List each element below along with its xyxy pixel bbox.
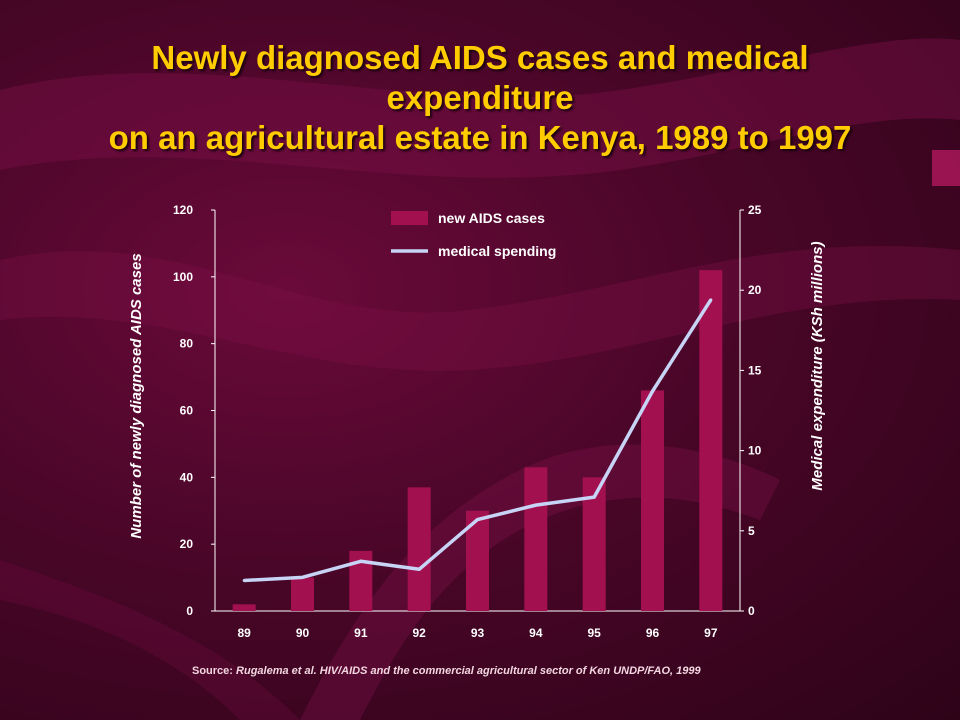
line-point bbox=[534, 503, 538, 507]
source-note: Source: Rugalema et al. HIV/AIDS and the… bbox=[192, 665, 732, 677]
line-point bbox=[242, 579, 246, 583]
x-tick-label: 89 bbox=[237, 626, 251, 640]
y-tick-label: 100 bbox=[173, 270, 193, 284]
line-point bbox=[709, 298, 713, 302]
y-tick-label: 40 bbox=[180, 470, 194, 484]
line-point bbox=[592, 495, 596, 499]
y-axis-label: Number of newly diagnosed AIDS cases bbox=[128, 253, 145, 538]
bar bbox=[232, 604, 256, 611]
bar bbox=[524, 467, 548, 611]
bar bbox=[582, 477, 606, 611]
title-line-3: on an agricultural estate in Kenya, 1989… bbox=[108, 119, 852, 156]
line-point bbox=[476, 518, 479, 522]
bar bbox=[291, 577, 314, 611]
y2-tick-label: 10 bbox=[748, 444, 762, 458]
legend-label-bar: new AIDS cases bbox=[438, 210, 545, 226]
legend-label-line: medical spending bbox=[438, 243, 556, 259]
y-tick-label: 60 bbox=[180, 404, 194, 418]
x-tick-label: 96 bbox=[646, 626, 660, 640]
bar bbox=[466, 510, 489, 611]
line-point bbox=[651, 389, 654, 393]
line-point bbox=[417, 567, 421, 571]
y-tick-label: 120 bbox=[173, 203, 193, 217]
x-tick-label: 97 bbox=[704, 626, 718, 640]
x-tick-label: 90 bbox=[296, 626, 310, 640]
y2-axis-label: Medical expenditure (KSh millions) bbox=[809, 241, 826, 490]
y-tick-label: 80 bbox=[180, 337, 194, 351]
chart-title: Newly diagnosed AIDS cases and medical e… bbox=[0, 38, 960, 158]
x-tick-label: 93 bbox=[471, 626, 485, 640]
x-tick-label: 94 bbox=[529, 626, 543, 640]
y2-tick-label: 15 bbox=[748, 363, 762, 377]
bar bbox=[349, 550, 373, 611]
title-line-2: expenditure bbox=[386, 79, 574, 116]
y2-tick-label: 5 bbox=[748, 524, 755, 538]
line-point bbox=[301, 575, 304, 579]
y-tick-label: 0 bbox=[186, 604, 193, 618]
x-tick-label: 92 bbox=[412, 626, 426, 640]
legend-swatch-bar bbox=[391, 211, 428, 225]
line-point bbox=[359, 559, 363, 563]
title-line-1: Newly diagnosed AIDS cases and medical bbox=[151, 39, 809, 76]
bar bbox=[641, 390, 664, 611]
y2-tick-label: 0 bbox=[748, 604, 755, 618]
source-label: Source: bbox=[192, 665, 233, 677]
y2-tick-label: 20 bbox=[748, 283, 762, 297]
bar bbox=[407, 487, 431, 611]
bar bbox=[699, 270, 723, 611]
y-tick-label: 20 bbox=[180, 537, 194, 551]
x-tick-label: 91 bbox=[354, 626, 368, 640]
source-text: Rugalema et al. HIV/AIDS and the commerc… bbox=[236, 665, 701, 677]
y2-tick-label: 25 bbox=[748, 203, 762, 217]
x-tick-label: 95 bbox=[587, 626, 601, 640]
